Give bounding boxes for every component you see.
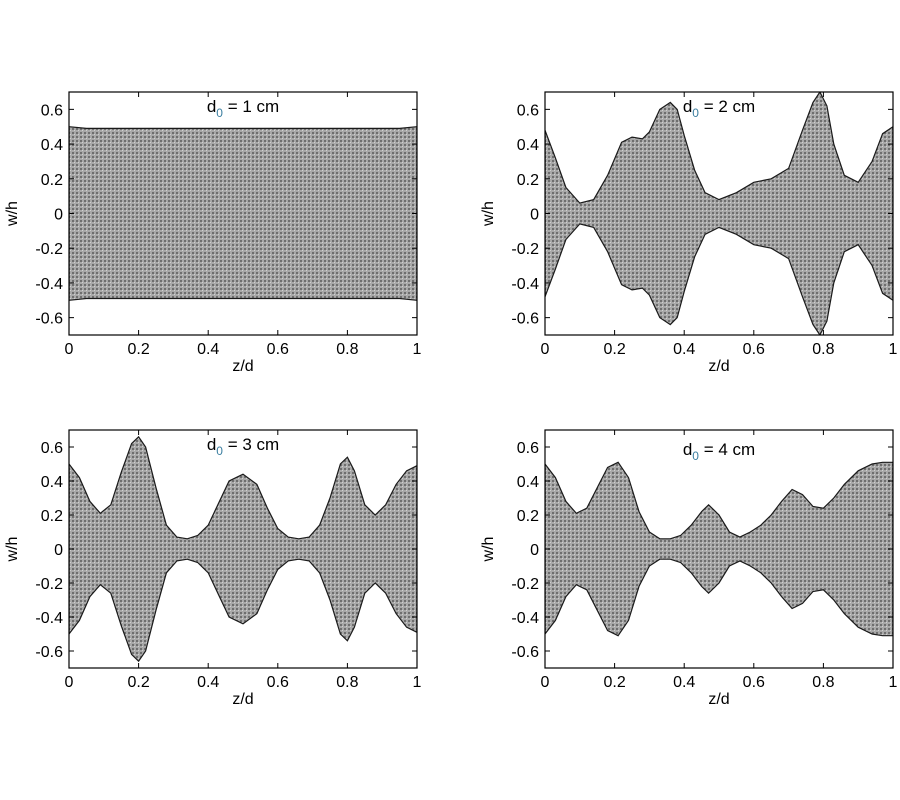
- x-axis-label: z/d: [232, 358, 253, 375]
- x-tick-label: 0.6: [743, 674, 765, 691]
- title-main: d: [683, 440, 692, 459]
- x-tick-label: 0: [541, 674, 550, 691]
- y-tick-label: 0.4: [517, 474, 539, 491]
- x-tick-label: 0.8: [336, 341, 358, 358]
- title-subscript: 0: [692, 106, 699, 120]
- panel-title: d0 = 1 cm: [207, 97, 279, 120]
- x-tick-label: 0.4: [673, 674, 695, 691]
- x-tick-label: 0.2: [127, 341, 149, 358]
- envelope-area-1: [545, 92, 893, 335]
- y-tick-label: -0.4: [35, 276, 63, 293]
- panel-title: d0 = 4 cm: [683, 440, 755, 463]
- y-tick-label: 0.2: [41, 172, 63, 189]
- y-tick-label: 0.2: [517, 508, 539, 525]
- envelope-area-1: [69, 435, 417, 663]
- envelope-area-1: [69, 126, 417, 301]
- chart-panel-3: 0 0.2 0.4 0.6 0.8 1 0.6 0.4 0.2 0 -0.2 -0.4 -0.6 z/d w…: [4, 429, 422, 708]
- x-tick-label: 0.8: [812, 341, 834, 358]
- x-tick-label: 0.8: [336, 674, 358, 691]
- x-tick-label: 0.6: [267, 674, 289, 691]
- y-tick-label: -0.4: [511, 610, 539, 627]
- y-tick-label: 0.6: [41, 102, 63, 119]
- x-tick-label: 0.2: [603, 341, 625, 358]
- y-tick-label: -0.2: [35, 241, 63, 258]
- chart-panel-4: 0 0.2 0.4 0.6 0.8 1 0.6 0.4 0.2 0 -0.2 -0.4 -0.6 z/d w…: [480, 429, 898, 708]
- x-tick-label: 0.2: [603, 674, 625, 691]
- x-axis-label: z/d: [232, 691, 253, 708]
- title-main: d: [207, 435, 216, 454]
- y-tick-label: -0.2: [35, 576, 63, 593]
- title-subscript: 0: [216, 444, 223, 458]
- y-tick-label: 0: [54, 207, 63, 224]
- x-tick-label: 0.4: [197, 341, 219, 358]
- chart-panel-1: 0 0.2 0.4 0.6 0.8 1 0.6 0.4 0.2 0 -0.2 -0.4 -0.6 z/d w…: [4, 91, 422, 375]
- x-tick-label: 0.8: [812, 674, 834, 691]
- chart-panel-2: 0 0.2 0.4 0.6 0.8 1 0.6 0.4 0.2 0 -0.2 -0.4 -0.6 z/d w…: [480, 91, 898, 375]
- x-tick-label: 1: [413, 341, 422, 358]
- y-tick-label: 0.4: [41, 137, 63, 154]
- title-rest: = 4 cm: [699, 440, 755, 459]
- x-tick-label: 0: [65, 341, 74, 358]
- y-tick-label: -0.4: [511, 276, 539, 293]
- title-main: d: [207, 97, 216, 116]
- y-axis-label: w/h: [4, 537, 21, 563]
- y-tick-label: 0.6: [517, 102, 539, 119]
- title-subscript: 0: [692, 449, 699, 463]
- x-tick-label: 0.6: [743, 341, 765, 358]
- y-tick-label: 0.6: [41, 440, 63, 457]
- x-tick-label: 1: [889, 674, 898, 691]
- y-tick-label: 0.2: [517, 172, 539, 189]
- y-tick-label: -0.6: [511, 311, 539, 328]
- x-axis-label: z/d: [708, 691, 729, 708]
- x-axis-label: z/d: [708, 358, 729, 375]
- x-tick-label: 0.2: [127, 674, 149, 691]
- x-tick-label: 0.6: [267, 341, 289, 358]
- y-tick-label: -0.6: [35, 644, 63, 661]
- y-axis-label: w/h: [480, 537, 497, 563]
- title-main: d: [683, 97, 692, 116]
- envelope-area-1: [545, 461, 893, 637]
- y-axis-label: w/h: [4, 201, 21, 227]
- y-tick-label: 0: [530, 542, 539, 559]
- title-rest: = 1 cm: [223, 97, 279, 116]
- y-tick-label: -0.6: [35, 311, 63, 328]
- title-rest: = 2 cm: [699, 97, 755, 116]
- y-tick-label: -0.6: [511, 644, 539, 661]
- x-tick-label: 0.4: [197, 674, 219, 691]
- y-tick-label: 0.6: [517, 440, 539, 457]
- x-tick-label: 1: [413, 674, 422, 691]
- y-tick-label: 0.4: [517, 137, 539, 154]
- title-subscript: 0: [216, 106, 223, 120]
- x-tick-label: 0.4: [673, 341, 695, 358]
- y-tick-label: 0: [530, 207, 539, 224]
- y-tick-label: -0.4: [35, 610, 63, 627]
- y-axis-label: w/h: [480, 201, 497, 227]
- y-tick-label: 0.2: [41, 508, 63, 525]
- panel-title: d0 = 3 cm: [207, 435, 279, 458]
- panel-title: d0 = 2 cm: [683, 97, 755, 120]
- x-tick-label: 0: [541, 341, 550, 358]
- y-tick-label: 0.4: [41, 474, 63, 491]
- title-rest: = 3 cm: [223, 435, 279, 454]
- x-tick-label: 1: [889, 341, 898, 358]
- y-tick-label: -0.2: [511, 576, 539, 593]
- y-tick-label: -0.2: [511, 241, 539, 258]
- y-tick-label: 0: [54, 542, 63, 559]
- x-tick-label: 0: [65, 674, 74, 691]
